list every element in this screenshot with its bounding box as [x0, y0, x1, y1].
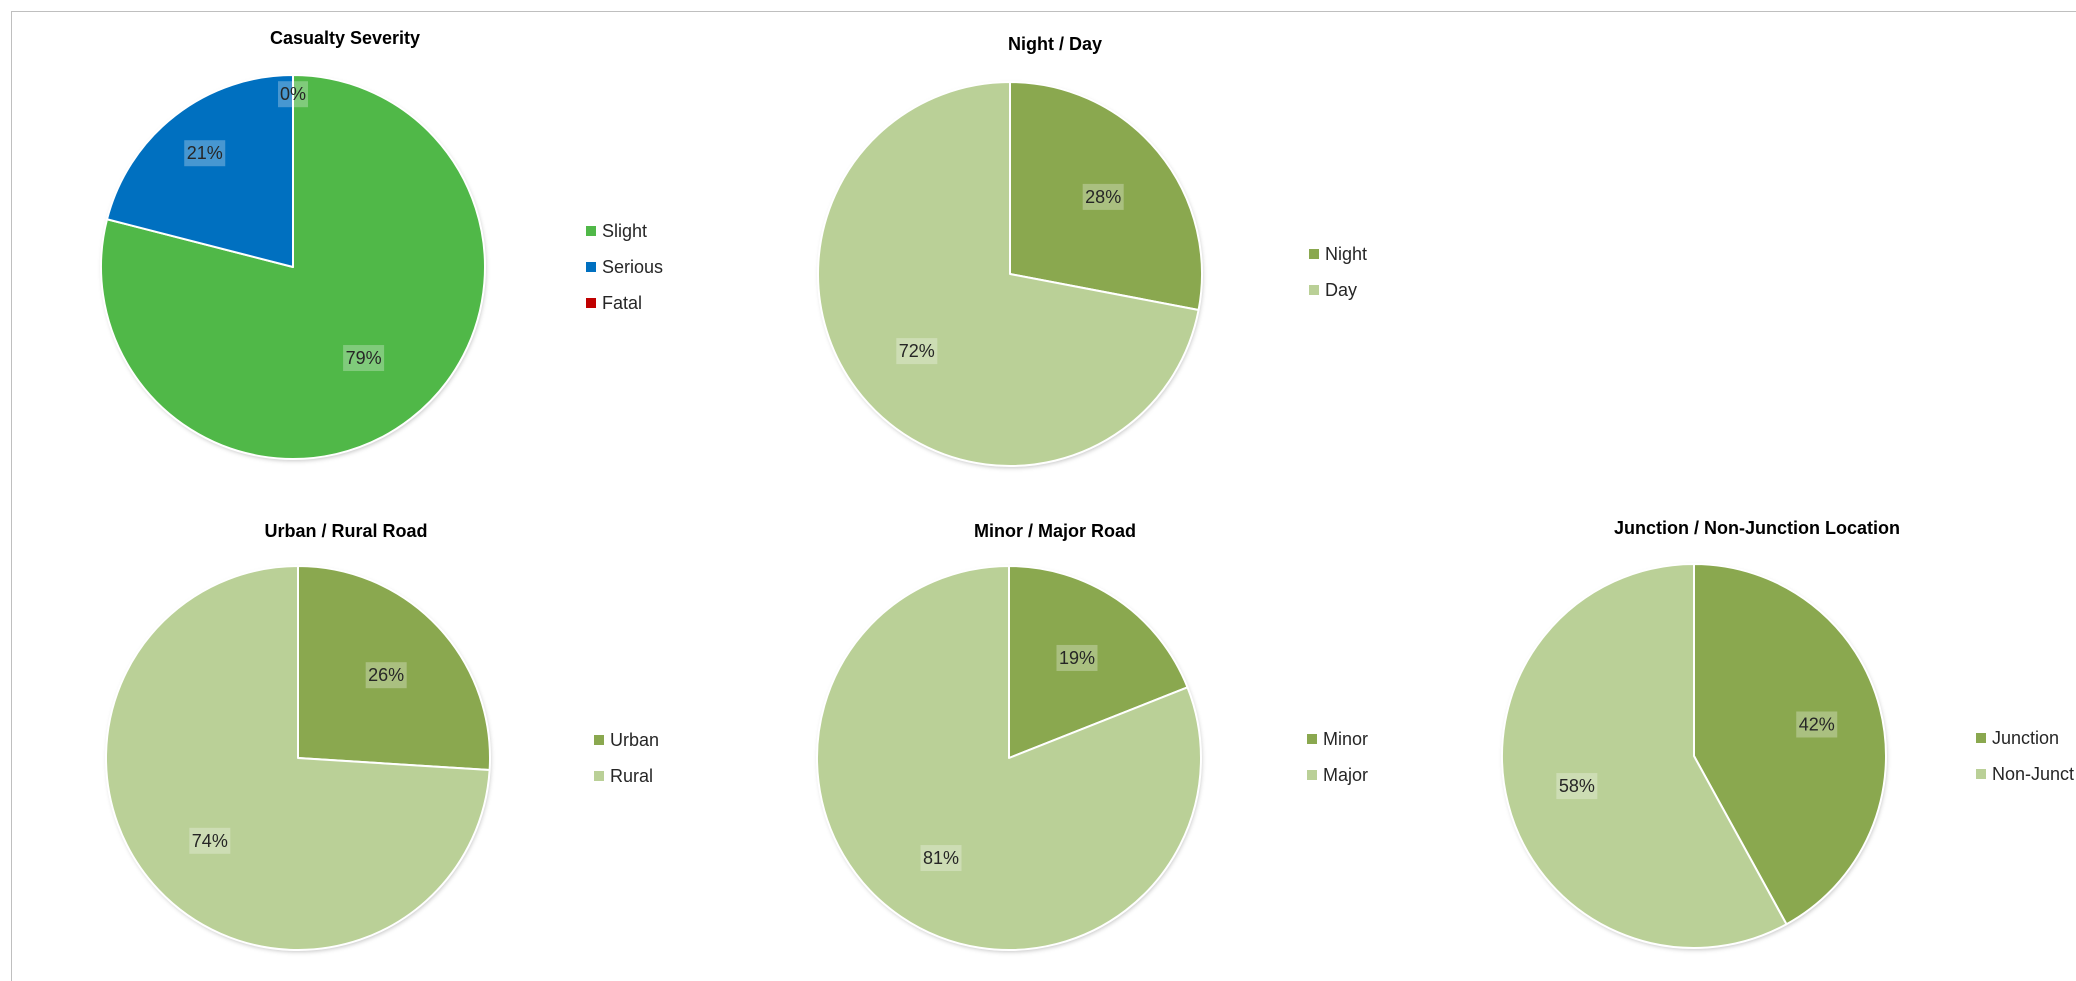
legend-label: Non-Junct	[1992, 764, 2074, 784]
legend-swatch	[1309, 285, 1319, 295]
legend-label: Fatal	[602, 293, 642, 313]
pie-slice-junction	[1693, 563, 1887, 926]
legend-swatch	[1307, 734, 1317, 744]
legend-label: Urban	[610, 730, 659, 750]
data-label-fatal: 0%	[278, 81, 308, 108]
pie-slice-minor	[1008, 565, 1189, 759]
legend-item-junction: Junction	[1976, 728, 2059, 748]
data-label-value: 0%	[280, 84, 306, 104]
legend-item-fatal: Fatal	[586, 293, 642, 313]
data-label-background	[920, 845, 962, 872]
pie-slice-non-junct	[1501, 563, 1788, 949]
legend-swatch	[594, 735, 604, 745]
data-label-background	[896, 338, 938, 365]
pie-slice-night	[1009, 81, 1203, 311]
data-label-serious: 21%	[184, 140, 226, 167]
legend-label: Day	[1325, 280, 1357, 300]
pie-slice-urban	[297, 565, 491, 772]
legend-swatch	[586, 298, 596, 308]
legend-swatch	[594, 771, 604, 781]
chart-title: Urban / Rural Road	[264, 521, 427, 541]
pie-chart-junction-non-junct: Junction / Non-Junction Location 42% 58% Ju…	[1501, 518, 2074, 949]
legend-label: Night	[1325, 244, 1367, 264]
chart-legend: Night Day	[1309, 244, 1367, 300]
data-label-minor: 19%	[1056, 644, 1098, 671]
data-label-background	[278, 81, 308, 108]
legend-swatch	[1307, 770, 1317, 780]
data-label-value: 79%	[346, 348, 382, 368]
legend-swatch	[586, 262, 596, 272]
data-label-background	[1796, 711, 1838, 738]
chart-legend: Urban Rural	[594, 730, 659, 786]
data-label-value: 74%	[192, 831, 228, 851]
data-label-value: 21%	[187, 143, 223, 163]
legend-item-major: Major	[1307, 765, 1368, 785]
legend-item-urban: Urban	[594, 730, 659, 750]
data-label-background	[1082, 183, 1124, 210]
data-label-background	[365, 662, 407, 689]
data-label-slight: 79%	[343, 345, 385, 372]
legend-label: Serious	[602, 257, 663, 277]
legend-label: Slight	[602, 221, 647, 241]
legend-swatch	[1976, 769, 1986, 779]
legend-label: Minor	[1323, 729, 1368, 749]
legend-label: Rural	[610, 766, 653, 786]
legend-item-rural: Rural	[594, 766, 653, 786]
legend-item-non-junct: Non-Junct	[1976, 764, 2074, 784]
chart-legend: Slight Serious Fatal	[586, 221, 663, 313]
data-label-non-junct: 58%	[1556, 773, 1598, 800]
legend-item-day: Day	[1309, 280, 1357, 300]
chart-area-frame	[11, 11, 2076, 981]
data-label-day: 72%	[896, 338, 938, 365]
data-label-night: 28%	[1082, 183, 1124, 210]
data-label-value: 81%	[923, 848, 959, 868]
data-label-major: 81%	[920, 845, 962, 872]
pie-chart-minor-major: Minor / Major Road 19% 81% Minor Major	[816, 521, 1368, 951]
legend-label: Major	[1323, 765, 1368, 785]
legend-item-minor: Minor	[1307, 729, 1368, 749]
legend-item-serious: Serious	[586, 257, 663, 277]
data-label-junction: 42%	[1796, 711, 1838, 738]
chart-title: Night / Day	[1008, 34, 1102, 54]
data-label-value: 58%	[1559, 776, 1595, 796]
data-label-value: 19%	[1059, 648, 1095, 668]
chart-legend: Junction Non-Junct	[1976, 728, 2074, 784]
legend-item-night: Night	[1309, 244, 1367, 264]
data-label-value: 42%	[1799, 714, 1835, 734]
legend-item-slight: Slight	[586, 221, 647, 241]
chart-title: Casualty Severity	[270, 28, 420, 48]
pie-slice-slight	[100, 74, 486, 460]
pie-chart-slight-serious-fatal: Casualty Severity 79% 21% 0% Slight Serious Fa…	[100, 28, 663, 460]
pie-chart-night-day: Night / Day 28% 72% Night Day	[817, 34, 1367, 467]
chart-title: Minor / Major Road	[974, 521, 1136, 541]
data-label-rural: 74%	[189, 827, 231, 854]
legend-label: Junction	[1992, 728, 2059, 748]
pie-slice-major	[816, 565, 1202, 951]
data-label-background	[1056, 644, 1098, 671]
data-label-background	[343, 345, 385, 372]
legend-swatch	[1976, 733, 1986, 743]
data-label-value: 72%	[899, 341, 935, 361]
chart-legend: Minor Major	[1307, 729, 1368, 785]
pie-slice-day	[817, 81, 1200, 467]
pie-slice-serious	[106, 74, 294, 268]
data-label-value: 26%	[368, 665, 404, 685]
data-label-value: 28%	[1085, 187, 1121, 207]
data-label-background	[184, 140, 226, 167]
legend-swatch	[1309, 249, 1319, 259]
data-label-background	[189, 827, 231, 854]
data-label-background	[1556, 773, 1598, 800]
data-label-urban: 26%	[365, 662, 407, 689]
pie-chart-urban-rural: Urban / Rural Road 26% 74% Urban Rural	[105, 521, 659, 951]
pie-slice-rural	[105, 565, 491, 951]
chart-title: Junction / Non-Junction Location	[1614, 518, 1900, 538]
legend-swatch	[586, 226, 596, 236]
